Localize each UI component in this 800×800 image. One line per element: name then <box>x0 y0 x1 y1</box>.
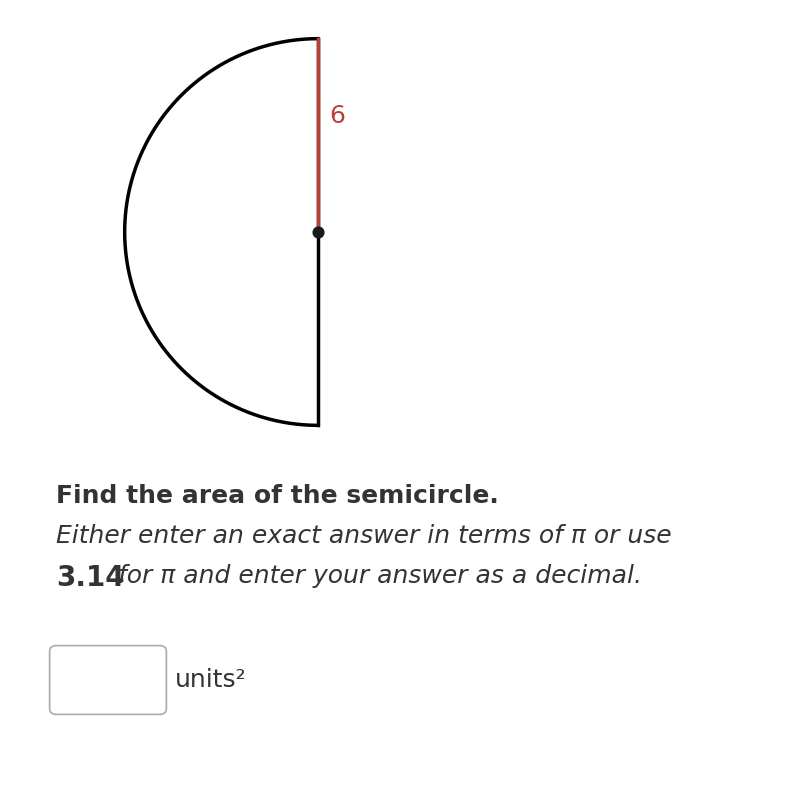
Text: 6: 6 <box>330 104 346 128</box>
Text: Find the area of the semicircle.: Find the area of the semicircle. <box>56 484 498 508</box>
Point <box>312 226 325 238</box>
Text: 3.14: 3.14 <box>56 564 125 592</box>
Text: Either enter an exact answer in terms of π or use: Either enter an exact answer in terms of… <box>56 524 672 548</box>
Text: for π and enter your answer as a decimal.: for π and enter your answer as a decimal… <box>110 564 642 588</box>
Text: units²: units² <box>174 668 246 692</box>
